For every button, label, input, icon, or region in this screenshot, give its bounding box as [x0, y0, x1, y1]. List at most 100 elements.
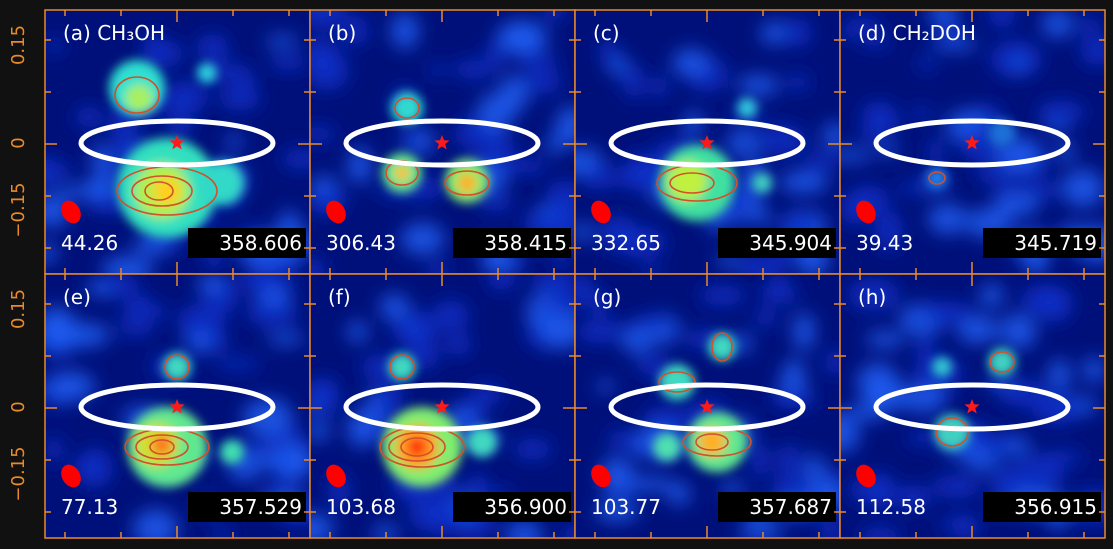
noise-patch: [583, 165, 615, 190]
noise-patch: [563, 524, 575, 538]
noise-patch: [594, 501, 640, 522]
noise-patch: [225, 133, 243, 150]
noise-patch: [373, 523, 398, 538]
noise-patch: [928, 10, 959, 26]
noise-patch: [310, 39, 341, 73]
noise-patch: [751, 444, 770, 479]
frequency-box: [718, 492, 836, 522]
map: (d) CH₂DOH 39.43 345.719: [840, 10, 1105, 274]
noise-patch: [894, 485, 932, 510]
disk-outline: [343, 382, 541, 432]
noise-patch: [347, 320, 368, 343]
noise-patch: [598, 215, 639, 251]
noise-patch: [379, 293, 410, 320]
noise-patch: [1079, 35, 1105, 66]
emission-blob: [698, 428, 726, 456]
frequency: 358.606: [219, 231, 302, 255]
panel: (g) 103.77 357.687: [574, 273, 841, 539]
noise-patch: [591, 290, 609, 319]
contour: [928, 171, 946, 185]
noise-patch: [1020, 284, 1071, 315]
noise-patch: [115, 321, 155, 336]
beam: [61, 200, 81, 224]
noise-patch: [134, 233, 171, 256]
noise-patch: [965, 450, 1000, 471]
noise-patch: [552, 254, 571, 270]
star: [964, 135, 980, 150]
noise-patch: [860, 34, 892, 48]
frequency-box: [983, 228, 1101, 258]
noise-patch: [505, 520, 544, 538]
panel-label: (f): [328, 285, 351, 309]
panel-label: (e): [63, 285, 91, 309]
noise-patch: [267, 332, 305, 345]
noise-patch: [498, 75, 529, 113]
energy: 103.77: [591, 495, 661, 519]
noise-patch: [777, 444, 802, 477]
emission-blob: [988, 348, 1016, 376]
noise-patch: [784, 17, 812, 48]
noise-patch: [623, 65, 645, 99]
noise-patch: [422, 499, 462, 536]
noise-patch: [921, 301, 973, 325]
noise-patch: [778, 172, 830, 193]
emission-blob: [932, 357, 952, 377]
noise-patch: [196, 274, 228, 293]
noise-patch: [546, 180, 575, 216]
noise-patch: [684, 110, 703, 139]
frequency-box: [188, 492, 306, 522]
noise-patch: [242, 397, 293, 438]
beam: [61, 464, 81, 488]
noise-patch: [541, 309, 575, 349]
noise-patch: [75, 105, 102, 129]
noise-patch: [310, 421, 330, 442]
noise-patch: [214, 357, 261, 370]
y-tick-label: −0.15: [8, 446, 29, 501]
noise-patch: [667, 481, 691, 506]
energy: 103.68: [326, 495, 396, 519]
y-tick-label: 0: [8, 137, 29, 148]
noise-patch: [737, 74, 780, 96]
frequency-box: [453, 492, 571, 522]
contour: [695, 433, 729, 451]
noise-patch: [177, 304, 226, 337]
emission-blob: [388, 353, 416, 381]
map: (f) 103.68 356.900: [310, 274, 575, 538]
noise-patch: [281, 149, 310, 169]
star: [699, 399, 715, 414]
noise-patch: [792, 312, 815, 352]
noise-patch: [575, 320, 626, 343]
noise-patch: [443, 333, 472, 356]
frequency: 358.415: [484, 231, 567, 255]
disk-outline: [343, 118, 541, 168]
noise-patch: [859, 527, 902, 538]
noise-patch: [45, 318, 73, 352]
noise-patch: [918, 55, 936, 72]
panel: (f) 103.68 356.900: [309, 273, 576, 539]
noise-patch: [342, 15, 369, 46]
noise-patch: [503, 158, 547, 174]
noise-patch: [402, 133, 423, 148]
contour: [149, 439, 175, 455]
contour: [711, 332, 733, 362]
noise-patch: [310, 10, 347, 29]
contour: [658, 371, 696, 393]
frequency: 357.687: [749, 495, 832, 519]
noise-patch: [45, 437, 64, 462]
noise-patch: [477, 196, 515, 212]
noise-patch: [754, 211, 771, 227]
contour: [135, 434, 189, 460]
noise-patch: [498, 24, 548, 51]
emission-blob: [163, 353, 191, 381]
noise-patch: [86, 175, 111, 201]
noise-patch: [916, 333, 933, 369]
noise-patch: [537, 303, 566, 316]
noise-patch: [649, 75, 669, 98]
noise-patch: [555, 106, 575, 146]
noise-patch: [575, 274, 595, 307]
noise-patch: [268, 54, 308, 71]
noise-patch: [487, 274, 517, 291]
noise-patch: [927, 137, 944, 166]
map: (b) 306.43 358.415: [310, 10, 575, 274]
noise-patch: [400, 222, 445, 255]
